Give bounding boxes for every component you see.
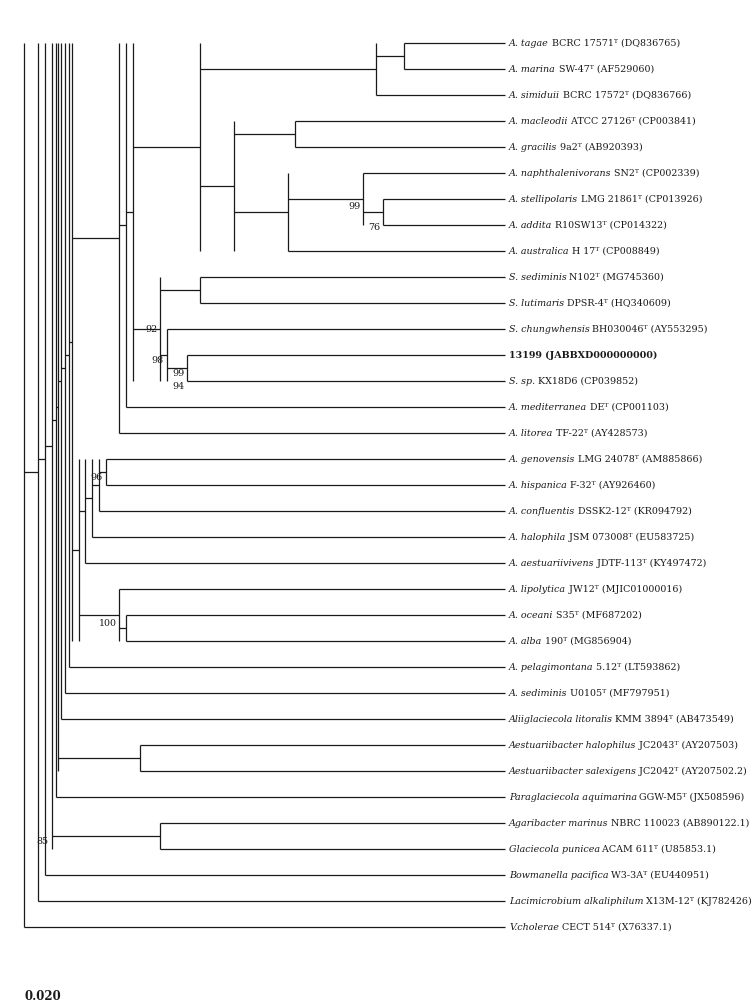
Text: TF-22ᵀ (AY428573): TF-22ᵀ (AY428573) (553, 429, 648, 438)
Text: W3-3Aᵀ (EU440951): W3-3Aᵀ (EU440951) (608, 871, 709, 880)
Text: NBRC 110023 (AB890122.1): NBRC 110023 (AB890122.1) (608, 819, 749, 828)
Text: A. stellipolaris: A. stellipolaris (509, 195, 578, 204)
Text: F-32ᵀ (AY926460): F-32ᵀ (AY926460) (568, 481, 656, 490)
Text: A. naphthalenivorans: A. naphthalenivorans (509, 169, 612, 178)
Text: Aliiglaciecola litoralis: Aliiglaciecola litoralis (509, 715, 613, 724)
Text: BCRC 17572ᵀ (DQ836766): BCRC 17572ᵀ (DQ836766) (559, 91, 691, 100)
Text: SN2ᵀ (CP002339): SN2ᵀ (CP002339) (611, 169, 699, 178)
Text: S35ᵀ (MF687202): S35ᵀ (MF687202) (553, 611, 642, 620)
Text: GGW-M5ᵀ (JX508596): GGW-M5ᵀ (JX508596) (637, 793, 745, 802)
Text: A. hispanica: A. hispanica (509, 481, 568, 490)
Text: A. tagae: A. tagae (509, 39, 549, 48)
Text: Glaciecola punicea: Glaciecola punicea (509, 845, 600, 854)
Text: JC2042ᵀ (AY207502.2): JC2042ᵀ (AY207502.2) (636, 767, 747, 776)
Text: 99: 99 (348, 202, 360, 211)
Text: 94: 94 (172, 382, 184, 391)
Text: A. simiduii: A. simiduii (509, 91, 560, 100)
Text: 96: 96 (91, 473, 103, 482)
Text: 99: 99 (172, 369, 184, 378)
Text: A. alba: A. alba (509, 637, 542, 646)
Text: A. australica: A. australica (509, 247, 569, 256)
Text: Aestuariibacter salexigens: Aestuariibacter salexigens (509, 767, 637, 776)
Text: DPSR-4ᵀ (HQ340609): DPSR-4ᵀ (HQ340609) (564, 299, 671, 308)
Text: U0105ᵀ (MF797951): U0105ᵀ (MF797951) (567, 689, 670, 698)
Text: H 17ᵀ (CP008849): H 17ᵀ (CP008849) (569, 247, 660, 256)
Text: A. mediterranea: A. mediterranea (509, 403, 587, 412)
Text: A. lipolytica: A. lipolytica (509, 585, 566, 594)
Text: A. macleodii: A. macleodii (509, 117, 569, 126)
Text: DEᵀ (CP001103): DEᵀ (CP001103) (587, 403, 668, 412)
Text: R10SW13ᵀ (CP014322): R10SW13ᵀ (CP014322) (552, 221, 667, 230)
Text: KMM 3894ᵀ (AB473549): KMM 3894ᵀ (AB473549) (612, 715, 734, 724)
Text: 9a2ᵀ (AB920393): 9a2ᵀ (AB920393) (557, 143, 643, 152)
Text: DSSK2-12ᵀ (KR094792): DSSK2-12ᵀ (KR094792) (575, 507, 692, 516)
Text: Lacimicrobium alkaliphilum: Lacimicrobium alkaliphilum (509, 897, 643, 906)
Text: A. halophila: A. halophila (509, 533, 566, 542)
Text: CECT 514ᵀ (X76337.1): CECT 514ᵀ (X76337.1) (559, 923, 671, 932)
Text: Aestuariibacter halophilus: Aestuariibacter halophilus (509, 741, 637, 750)
Text: Bowmanella pacifica: Bowmanella pacifica (509, 871, 609, 880)
Text: A. sediminis: A. sediminis (509, 689, 568, 698)
Text: ACAM 611ᵀ (U85853.1): ACAM 611ᵀ (U85853.1) (600, 845, 717, 854)
Text: JSM 073008ᵀ (EU583725): JSM 073008ᵀ (EU583725) (566, 533, 694, 542)
Text: SW-47ᵀ (AF529060): SW-47ᵀ (AF529060) (556, 65, 654, 74)
Text: 0.020: 0.020 (24, 990, 61, 1000)
Text: 5.12ᵀ (LT593862): 5.12ᵀ (LT593862) (593, 663, 680, 672)
Text: 92: 92 (145, 325, 157, 334)
Text: 190ᵀ (MG856904): 190ᵀ (MG856904) (542, 637, 631, 646)
Text: A. litorea: A. litorea (509, 429, 553, 438)
Text: Paraglaciecola aquimarina: Paraglaciecola aquimarina (509, 793, 637, 802)
Text: LMG 21861ᵀ (CP013926): LMG 21861ᵀ (CP013926) (578, 195, 702, 204)
Text: Agaribacter marinus: Agaribacter marinus (509, 819, 609, 828)
Text: A. confluentis: A. confluentis (509, 507, 575, 516)
Text: LMG 24078ᵀ (AM885866): LMG 24078ᵀ (AM885866) (575, 455, 702, 464)
Text: S. sp.: S. sp. (509, 377, 535, 386)
Text: JC2043ᵀ (AY207503): JC2043ᵀ (AY207503) (636, 741, 738, 750)
Text: A. aestuariivivens: A. aestuariivivens (509, 559, 594, 568)
Text: A. gracilis: A. gracilis (509, 143, 557, 152)
Text: JW12ᵀ (MJIC01000016): JW12ᵀ (MJIC01000016) (565, 585, 682, 594)
Text: V.cholerae: V.cholerae (509, 923, 559, 932)
Text: 76: 76 (368, 223, 380, 232)
Text: BCRC 17571ᵀ (DQ836765): BCRC 17571ᵀ (DQ836765) (549, 39, 680, 48)
Text: A. pelagimontana: A. pelagimontana (509, 663, 593, 672)
Text: S. chungwhensis: S. chungwhensis (509, 325, 590, 334)
Text: ATCC 27126ᵀ (CP003841): ATCC 27126ᵀ (CP003841) (568, 117, 696, 126)
Text: S. sediminis: S. sediminis (509, 273, 567, 282)
Text: BH030046ᵀ (AY553295): BH030046ᵀ (AY553295) (590, 325, 708, 334)
Text: A. genovensis: A. genovensis (509, 455, 575, 464)
Text: X13M-12ᵀ (KJ782426): X13M-12ᵀ (KJ782426) (643, 897, 751, 906)
Text: 100: 100 (98, 619, 116, 628)
Text: A. oceani: A. oceani (509, 611, 553, 620)
Text: N102ᵀ (MG745360): N102ᵀ (MG745360) (566, 273, 665, 282)
Text: S. lutimaris: S. lutimaris (509, 299, 564, 308)
Text: 13199 (JABBXD000000000): 13199 (JABBXD000000000) (509, 351, 658, 360)
Text: 98: 98 (152, 356, 164, 365)
Text: A. marina: A. marina (509, 65, 556, 74)
Text: 85: 85 (37, 837, 49, 846)
Text: KX18D6 (CP039852): KX18D6 (CP039852) (535, 377, 638, 386)
Text: A. addita: A. addita (509, 221, 553, 230)
Text: JDTF-113ᵀ (KY497472): JDTF-113ᵀ (KY497472) (594, 559, 706, 568)
